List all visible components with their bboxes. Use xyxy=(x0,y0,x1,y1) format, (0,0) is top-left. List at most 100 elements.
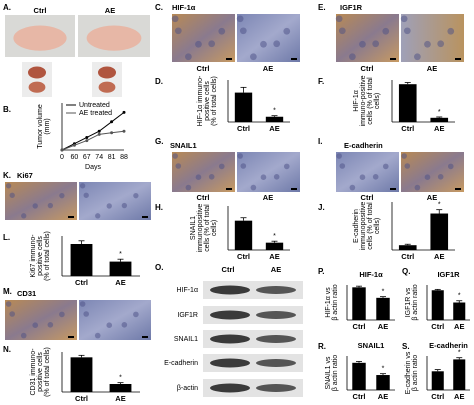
bar xyxy=(265,116,284,122)
y-axis-label: cells) xyxy=(374,93,381,109)
x-tick-label: Ctrl xyxy=(431,392,444,401)
y-axis-label: cells (% of total xyxy=(204,204,211,252)
series-line xyxy=(61,130,125,151)
x-tick-label: AE xyxy=(434,252,444,261)
y-axis-label: β actin ratio xyxy=(332,284,339,320)
panel-letter: J. xyxy=(318,203,325,212)
band xyxy=(256,335,296,343)
nucleus xyxy=(349,184,356,191)
nucleus xyxy=(5,183,12,189)
significance-mark: * xyxy=(119,251,122,258)
bar xyxy=(70,244,93,276)
scale-bar xyxy=(291,188,297,190)
bar xyxy=(352,362,366,390)
nucleus xyxy=(83,311,89,317)
image-label: Ctrl xyxy=(197,193,210,202)
nucleus xyxy=(447,27,455,35)
y-axis-label: cells) xyxy=(374,218,381,234)
significance-mark: * xyxy=(382,289,385,296)
scale-bar xyxy=(390,58,396,60)
bar xyxy=(352,287,366,320)
nucleus xyxy=(338,27,346,35)
nucleus xyxy=(414,53,421,61)
micrograph xyxy=(336,14,399,62)
nucleus xyxy=(79,301,86,307)
x-tick-label: AE xyxy=(454,322,464,331)
nucleus xyxy=(208,40,216,48)
y-axis-label: (% of total cells) xyxy=(211,76,218,126)
nucleus xyxy=(218,27,226,35)
micrograph xyxy=(5,300,77,340)
nucleus xyxy=(335,15,343,23)
nucleus xyxy=(47,322,54,328)
significance-mark: * xyxy=(382,366,385,373)
scale-bar xyxy=(291,58,297,60)
y-axis-label: (% of total cells) xyxy=(44,231,51,281)
nucleus xyxy=(283,27,291,35)
legend-label: AE treated xyxy=(79,110,112,117)
x-tick-label: Ctrl xyxy=(431,322,444,331)
panel-letter: H. xyxy=(155,203,163,212)
image-label: AE xyxy=(427,64,437,73)
nucleus xyxy=(424,40,431,48)
nucleus xyxy=(447,163,454,170)
nucleus xyxy=(382,27,390,35)
bar xyxy=(398,245,417,250)
nucleus xyxy=(283,163,290,170)
bar xyxy=(109,261,132,276)
image-label: Ctrl xyxy=(34,6,47,15)
nucleus xyxy=(106,322,113,329)
nucleus xyxy=(218,163,225,170)
chart-title: HIF-1α xyxy=(359,270,383,279)
significance-mark: * xyxy=(273,108,276,115)
nucleus xyxy=(185,184,192,191)
panel-letter: B. xyxy=(3,105,11,114)
nucleus xyxy=(359,174,366,180)
y-axis-label: immunopositive xyxy=(360,202,367,251)
nucleus xyxy=(236,15,244,23)
blot-row-label: SNAIL1 xyxy=(174,336,198,343)
band xyxy=(210,334,250,344)
nucleus xyxy=(239,27,247,35)
image-label: AE xyxy=(105,6,115,15)
nucleus xyxy=(208,174,215,180)
y-axis-label: immunopositive xyxy=(197,204,204,253)
panel-letter: E. xyxy=(318,3,326,12)
panel-letter: G. xyxy=(155,137,163,146)
blot-row-label: HIF-1α xyxy=(176,287,198,294)
nucleus xyxy=(403,27,411,35)
micrograph xyxy=(237,14,300,62)
panel-letter: O. xyxy=(155,263,163,272)
x-tick-label: Ctrl xyxy=(237,252,250,261)
nucleus xyxy=(133,193,139,199)
blot-row-label: β-actin xyxy=(177,385,198,392)
blot-row-label: IGF1R xyxy=(177,312,198,319)
y-axis-label: SNAIL1 vs xyxy=(325,356,332,390)
image-label: Ctrl xyxy=(361,193,374,202)
mouse xyxy=(86,25,142,51)
x-tick-label: AE xyxy=(378,392,388,401)
bar xyxy=(430,117,449,122)
band xyxy=(256,384,296,392)
bar xyxy=(109,384,132,392)
x-tick-label: 81 xyxy=(108,154,116,161)
point xyxy=(122,129,126,133)
y-axis-label: β actin ratio xyxy=(412,284,419,320)
nucleus xyxy=(94,332,101,339)
scale-bar xyxy=(455,58,461,60)
x-tick-label: 88 xyxy=(120,154,128,161)
panel-letter: Q. xyxy=(402,267,410,276)
y-axis-label: (% of total cells) xyxy=(44,347,51,397)
scale-bar xyxy=(226,188,232,190)
y-axis-label: SNAIL1 xyxy=(190,216,197,240)
micrograph xyxy=(172,152,235,192)
significance-mark: * xyxy=(119,375,122,382)
point xyxy=(60,148,64,152)
bar xyxy=(431,371,444,390)
scale-bar xyxy=(142,336,148,338)
band xyxy=(210,285,250,295)
point xyxy=(97,132,101,136)
scale-bar xyxy=(68,216,74,218)
nucleus xyxy=(404,163,411,169)
nucleus xyxy=(195,174,202,180)
